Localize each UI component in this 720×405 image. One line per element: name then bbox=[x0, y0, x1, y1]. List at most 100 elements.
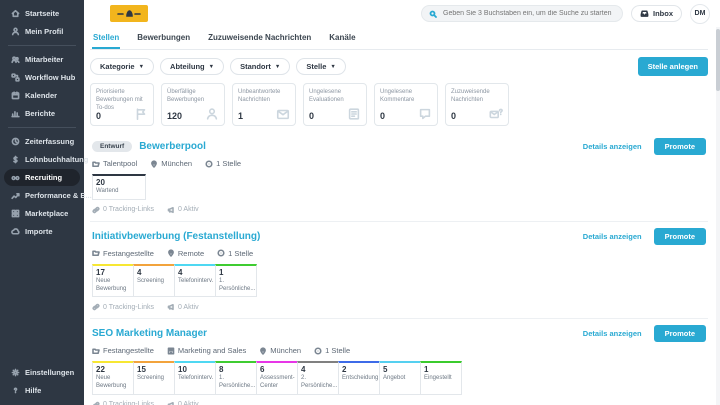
stage-count: 4 bbox=[178, 267, 183, 277]
filter-kategorie[interactable]: Kategorie ▼ bbox=[90, 58, 155, 75]
stat-card-überfällige-bewerbungen[interactable]: Überfällige Bewerbungen 120 bbox=[161, 83, 225, 126]
sidebar-divider bbox=[8, 45, 76, 46]
pipeline-stage-card[interactable]: 4 Telefoninterv. bbox=[174, 263, 216, 298]
scrollbar[interactable] bbox=[716, 27, 720, 405]
pipeline-stage-card[interactable]: 17 Neue Bewerbung bbox=[92, 263, 134, 298]
folder-icon bbox=[92, 160, 100, 168]
tab-bewerbungen[interactable]: Bewerbungen bbox=[137, 33, 191, 42]
sidebar-item-startseite[interactable]: Startseite bbox=[4, 5, 80, 22]
stat-card-ungelesene-kommentare[interactable]: Ungelesene Kommentare 0 bbox=[374, 83, 438, 126]
pipeline-stage-card[interactable]: 4 Screening bbox=[133, 263, 175, 298]
envelope-question-icon bbox=[489, 107, 503, 121]
sidebar-item-berichte[interactable]: Berichte bbox=[4, 105, 80, 122]
user-avatar[interactable]: DM bbox=[690, 3, 710, 24]
job-title-link[interactable]: SEO Marketing Manager bbox=[92, 328, 208, 340]
pipeline-stage-card[interactable]: 15 Screening bbox=[133, 361, 175, 395]
gear-icon bbox=[11, 368, 20, 377]
app-logo[interactable] bbox=[110, 5, 148, 22]
sidebar-item-einstellungen[interactable]: Einstellungen bbox=[4, 364, 80, 381]
job-header: Entwurf Bewerberpool Details anzeigen Pr… bbox=[92, 138, 706, 155]
tab-bar: Stellen Bewerbungen Zuzuweisende Nachricht… bbox=[90, 27, 708, 50]
calendar-icon bbox=[11, 91, 20, 100]
workflow-icon bbox=[11, 73, 20, 82]
sidebar-item-workflow-hub[interactable]: Workflow Hub bbox=[4, 69, 80, 86]
sidebar-item-hilfe[interactable]: Hilfe bbox=[4, 382, 80, 399]
inbox-label: Inbox bbox=[653, 9, 673, 18]
pipeline-stage-card[interactable]: 20 Wartend bbox=[92, 174, 146, 200]
create-job-button[interactable]: Stelle anlegen bbox=[637, 57, 708, 76]
sidebar-item-marketplace[interactable]: Marketplace bbox=[4, 205, 80, 222]
pipeline-stage-card[interactable]: 1 Eingestellt bbox=[420, 361, 462, 395]
filter-stelle[interactable]: Stelle ▼ bbox=[296, 58, 346, 75]
tracking-links[interactable]: 0 Tracking-Links bbox=[92, 303, 154, 311]
user-icon bbox=[11, 27, 20, 36]
pipeline-stage-card[interactable]: 2 Entscheidung bbox=[338, 361, 380, 395]
tracking-links[interactable]: 0 Tracking-Links bbox=[92, 401, 154, 405]
pipeline-stage-card[interactable]: 5 Angebot bbox=[379, 361, 421, 395]
stage-label: Screening bbox=[137, 277, 165, 284]
scrollbar-thumb[interactable] bbox=[716, 29, 720, 91]
sidebar-item-mein-profil[interactable]: Mein Profil bbox=[4, 23, 80, 40]
job-footer: 0 Tracking-Links 0 Aktiv bbox=[92, 303, 706, 311]
sidebar-item-kalender[interactable]: Kalender bbox=[4, 87, 80, 104]
tracking-links-label: 0 Tracking-Links bbox=[103, 206, 154, 214]
stage-label: Entscheidung bbox=[342, 375, 379, 382]
job-footer: 0 Tracking-Links 0 Aktiv bbox=[92, 206, 706, 214]
sidebar-item-performance-e[interactable]: Performance & E... bbox=[4, 187, 92, 204]
active-channels[interactable]: 0 Aktiv bbox=[167, 303, 199, 311]
pipeline-stage-card[interactable]: 1 1. Persönliche... bbox=[215, 263, 257, 298]
pipeline-stage-card[interactable]: 22 Neue Bewerbung bbox=[92, 361, 134, 395]
search-input[interactable] bbox=[441, 9, 615, 18]
tab-stellen[interactable]: Stellen bbox=[92, 27, 121, 49]
stat-card-zuzuweisende-nachrichten[interactable]: Zuzuweisende Nachrichten 0 bbox=[445, 83, 509, 126]
details-link[interactable]: Details anzeigen bbox=[582, 329, 642, 339]
tracking-links[interactable]: 0 Tracking-Links bbox=[92, 206, 154, 214]
active-channels[interactable]: 0 Aktiv bbox=[167, 206, 199, 214]
pipeline-stage-card[interactable]: 10 Telefoninterv. bbox=[174, 361, 216, 395]
pipeline-stage-card[interactable]: 6 Assessment-Center bbox=[256, 361, 298, 395]
sidebar-item-lohnbuchhaltung[interactable]: Lohnbuchhaltung bbox=[4, 151, 88, 168]
sidebar-item-label: Performance & E... bbox=[25, 191, 92, 200]
search-bar[interactable] bbox=[421, 5, 623, 22]
job-title-link[interactable]: Initiativbewerbung (Festanstellung) bbox=[92, 230, 261, 242]
job-actions: Details anzeigen Promote bbox=[583, 138, 706, 155]
tab-zuzuweisende-nachrichten[interactable]: Zuzuweisende Nachrichten bbox=[208, 33, 312, 42]
stat-card-ungelesene-evaluationen[interactable]: Ungelesene Evaluationen 0 bbox=[303, 83, 367, 126]
list-icon bbox=[347, 107, 361, 121]
tab-kanäle[interactable]: Kanäle bbox=[329, 33, 356, 42]
stat-value: 0 bbox=[309, 111, 315, 121]
pipeline-stage-card[interactable]: 4 2. Persönliche... bbox=[297, 361, 339, 395]
sidebar-item-label: Mitarbeiter bbox=[25, 55, 64, 64]
filters: Kategorie ▼ Abteilung ▼ Standort ▼ Stell… bbox=[90, 58, 346, 75]
sidebar-item-label: Recruiting bbox=[25, 173, 63, 182]
job-meta-label: München bbox=[270, 346, 302, 356]
job-title-link[interactable]: Bewerberpool bbox=[139, 141, 206, 152]
sidebar-item-zeiterfassung[interactable]: Zeiterfassung bbox=[4, 133, 80, 150]
inbox-icon bbox=[640, 9, 649, 18]
promote-button[interactable]: Promote bbox=[653, 325, 706, 343]
pipeline-stages: 20 Wartend bbox=[92, 174, 706, 200]
stat-label: Unbeantwortete Nachrichten bbox=[238, 89, 281, 104]
clock-icon bbox=[11, 137, 20, 146]
filter-standort[interactable]: Standort ▼ bbox=[230, 58, 291, 75]
job-meta-item: München bbox=[150, 159, 192, 168]
filter-abteilung[interactable]: Abteilung ▼ bbox=[160, 58, 225, 75]
pipeline-stage-card[interactable]: 8 1. Persönliche... bbox=[215, 361, 257, 395]
inbox-button[interactable]: Inbox bbox=[631, 5, 682, 22]
job-meta-label: München bbox=[161, 159, 193, 168]
stat-card-unbeantwortete-nachrichten[interactable]: Unbeantwortete Nachrichten 1 bbox=[232, 83, 296, 126]
promote-button[interactable]: Promote bbox=[653, 138, 706, 155]
stat-card-priorisierte-bewerbungen-mit-to-dos[interactable]: Priorisierte Bewerbungen mit To-dos 0 bbox=[90, 83, 154, 126]
details-link[interactable]: Details anzeigen bbox=[582, 142, 642, 151]
stage-count: 10 bbox=[178, 365, 187, 375]
sidebar-item-importe[interactable]: Importe bbox=[4, 223, 80, 240]
sidebar-item-mitarbeiter[interactable]: Mitarbeiter bbox=[4, 51, 80, 68]
details-link[interactable]: Details anzeigen bbox=[582, 231, 642, 241]
stage-count: 1 bbox=[424, 365, 429, 375]
comment-icon bbox=[418, 107, 432, 121]
active-channels[interactable]: 0 Aktiv bbox=[167, 401, 199, 405]
sidebar-item-recruiting[interactable]: Recruiting bbox=[4, 169, 80, 186]
stats-row: Priorisierte Bewerbungen mit To-dos 0 Üb… bbox=[90, 83, 708, 126]
promote-button[interactable]: Promote bbox=[653, 227, 706, 245]
